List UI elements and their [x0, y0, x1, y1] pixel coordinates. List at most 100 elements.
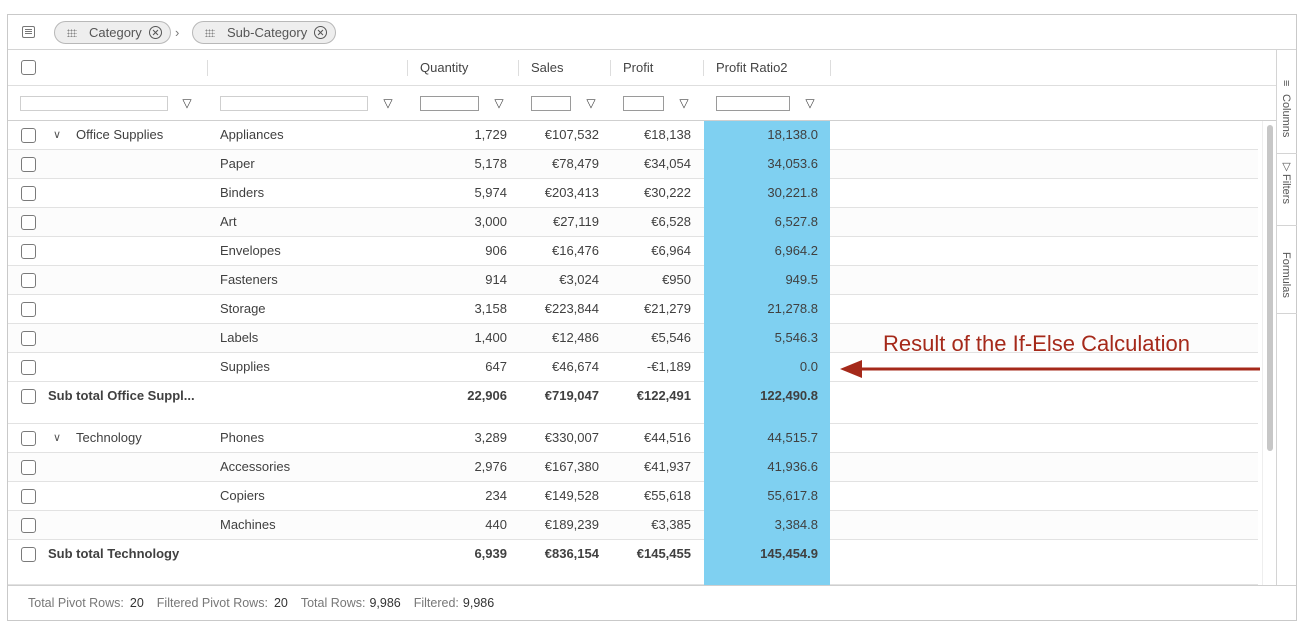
profit-cell: €5,546	[651, 330, 691, 345]
quantity-cell: 5,974	[474, 185, 507, 200]
profit-cell: €122,491	[636, 388, 691, 403]
profit-ratio-cell: 6,964.2	[774, 243, 818, 258]
tool-panel-sidebar: ≡ Columns ▽ Filters Formulas	[1276, 50, 1297, 585]
table-row[interactable]: Envelopes 906 €16,476 €6,964 6,964.2	[8, 237, 1258, 266]
sub-category-cell: Labels	[220, 330, 259, 345]
row-checkbox[interactable]	[21, 431, 36, 446]
ratio-highlight	[704, 353, 830, 382]
total-pivot-rows-label: Total Pivot Rows:	[28, 596, 124, 610]
table-row[interactable]: ∨ Technology Phones 3,289 €330,007 €44,5…	[8, 424, 1258, 453]
table-row[interactable]: Machines 440 €189,239 €3,385 3,384.8	[8, 511, 1258, 540]
sub-category-cell: Copiers	[220, 488, 265, 503]
filter-input-sales[interactable]	[531, 96, 571, 111]
group-chip-category[interactable]: Category	[54, 21, 171, 44]
row-checkbox[interactable]	[21, 157, 36, 172]
quantity-cell: 234	[485, 488, 507, 503]
annotation-text: Result of the If-Else Calculation	[883, 331, 1190, 356]
filter-icon[interactable]: ▽	[494, 96, 504, 110]
filter-input-sub-category[interactable]	[220, 96, 368, 111]
table-row[interactable]: Fasteners 914 €3,024 €950 949.5	[8, 266, 1258, 295]
row-checkbox[interactable]	[21, 128, 36, 143]
tab-columns[interactable]: ≡ Columns	[1277, 76, 1297, 154]
profit-ratio-cell: 34,053.6	[767, 156, 818, 171]
subtotal-row[interactable]: Sub total Technology 6,939 €836,154 €145…	[8, 540, 1258, 585]
row-checkbox[interactable]	[21, 389, 36, 404]
sub-category-cell: Accessories	[220, 459, 291, 474]
table-row[interactable]: Storage 3,158 €223,844 €21,279 21,278.8	[8, 295, 1258, 324]
quantity-cell: 647	[485, 359, 507, 374]
header-sales[interactable]: Sales	[531, 60, 564, 75]
remove-chip-icon[interactable]	[314, 26, 328, 39]
ratio-highlight	[704, 540, 830, 585]
profit-cell: €6,964	[651, 243, 691, 258]
collapse-chevron-icon[interactable]: ∨	[53, 129, 62, 141]
row-checkbox[interactable]	[21, 331, 36, 346]
vertical-scrollbar[interactable]	[1262, 121, 1276, 585]
quantity-cell: 1,729	[474, 127, 507, 142]
row-checkbox[interactable]	[21, 547, 36, 562]
remove-chip-icon[interactable]	[148, 26, 162, 39]
ratio-highlight	[704, 482, 830, 511]
row-checkbox[interactable]	[21, 215, 36, 230]
row-checkbox[interactable]	[21, 360, 36, 375]
table-row[interactable]: Labels 1,400 €12,486 €5,546 5,546.3	[8, 324, 1258, 353]
table-row[interactable]: Accessories 2,976 €167,380 €41,937 41,93…	[8, 453, 1258, 482]
sales-cell: €27,119	[552, 214, 599, 229]
table-row[interactable]: Supplies 647 €46,674 -€1,189 0.0	[8, 353, 1258, 382]
header-profit[interactable]: Profit	[623, 60, 654, 75]
sales-cell: €107,532	[544, 127, 599, 142]
table-row[interactable]: Paper 5,178 €78,479 €34,054 34,053.6	[8, 150, 1258, 179]
floating-filter-row: ▽ ▽ ▽ ▽ ▽ ▽	[8, 86, 1276, 121]
filter-icon: ▽	[1280, 160, 1292, 173]
select-all-checkbox[interactable]	[21, 60, 36, 75]
header-quantity[interactable]: Quantity	[420, 60, 469, 75]
tab-filters[interactable]: ▽ Filters	[1277, 154, 1297, 226]
row-checkbox[interactable]	[21, 273, 36, 288]
profit-ratio-cell: 44,515.7	[767, 430, 818, 445]
table-row[interactable]: ∨ Office Supplies Appliances 1,729 €107,…	[8, 121, 1258, 150]
row-checkbox[interactable]	[21, 460, 36, 475]
row-checkbox[interactable]	[21, 518, 36, 533]
sales-cell: €3,024	[559, 272, 599, 287]
filter-icon[interactable]: ▽	[805, 96, 815, 110]
filter-icon[interactable]: ▽	[182, 96, 192, 110]
ratio-highlight	[704, 179, 830, 208]
sales-cell: €719,047	[544, 388, 599, 403]
table-row[interactable]: Binders 5,974 €203,413 €30,222 30,221.8	[8, 179, 1258, 208]
drag-handle-icon[interactable]	[205, 28, 215, 37]
row-checkbox[interactable]	[21, 244, 36, 259]
row-checkbox[interactable]	[21, 186, 36, 201]
column-header-row: Quantity Sales Profit Profit Ratio2	[8, 50, 1276, 86]
filter-input-profit-ratio[interactable]	[716, 96, 790, 111]
row-checkbox[interactable]	[21, 302, 36, 317]
filter-input-profit[interactable]	[623, 96, 664, 111]
profit-ratio-cell: 30,221.8	[767, 185, 818, 200]
subtotal-label: Sub total Office Suppl...	[48, 388, 195, 403]
row-checkbox[interactable]	[21, 489, 36, 504]
drag-handle-icon[interactable]	[67, 28, 77, 37]
subtotal-row[interactable]: Sub total Office Suppl... 22,906 €719,04…	[8, 382, 1258, 424]
scrollbar-thumb[interactable]	[1267, 125, 1273, 451]
table-row[interactable]: Art 3,000 €27,119 €6,528 6,527.8	[8, 208, 1258, 237]
filter-icon[interactable]: ▽	[679, 96, 689, 110]
filter-input-quantity[interactable]	[420, 96, 479, 111]
ratio-highlight	[704, 150, 830, 179]
profit-ratio-cell: 5,546.3	[774, 330, 818, 345]
group-chip-sub-category[interactable]: Sub-Category	[192, 21, 337, 44]
profit-cell: €21,279	[644, 301, 691, 316]
collapse-chevron-icon[interactable]: ∨	[53, 432, 62, 444]
filter-input-group[interactable]	[20, 96, 168, 111]
tab-formulas[interactable]: Formulas	[1277, 226, 1297, 314]
group-cell: Office Supplies	[76, 127, 164, 142]
filter-icon[interactable]: ▽	[586, 96, 596, 110]
table-row[interactable]: Copiers 234 €149,528 €55,618 55,617.8	[8, 482, 1258, 511]
filtered-pivot-rows-value: 20	[273, 596, 288, 610]
sales-cell: €167,380	[544, 459, 599, 474]
filter-icon[interactable]: ▽	[383, 96, 393, 110]
sales-cell: €223,844	[544, 301, 599, 316]
profit-cell: -€1,189	[646, 359, 691, 374]
profit-cell: €44,516	[644, 430, 691, 445]
profit-cell: €3,385	[651, 517, 691, 532]
header-profit-ratio[interactable]: Profit Ratio2	[716, 60, 788, 75]
profit-ratio-cell: 949.5	[785, 272, 818, 287]
